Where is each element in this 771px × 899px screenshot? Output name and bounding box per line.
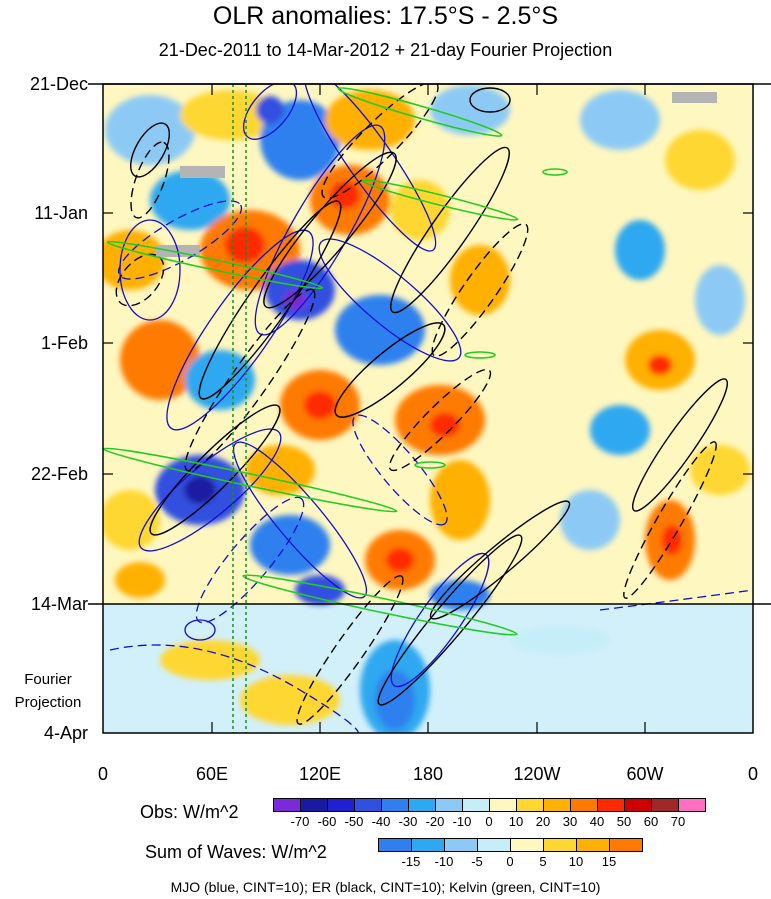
- colorbar-tick-label: -60: [317, 814, 337, 829]
- colorbar-tick-label: 10: [508, 814, 524, 829]
- colorbar-cell: [678, 798, 706, 812]
- colorbar-tick-label: -70: [290, 814, 310, 829]
- er-contours: [130, 87, 728, 706]
- colorbar-cell: [624, 798, 651, 812]
- colorbar-cell: [570, 798, 597, 812]
- colorbar-tick-label: 5: [539, 854, 547, 869]
- colorbar-tick-label: 0: [485, 814, 493, 829]
- obs-colorbar-label: Obs: W/m^2: [140, 802, 239, 822]
- waves-colorbar-label: Sum of Waves: W/m^2: [145, 842, 327, 862]
- colorbar-cell: [516, 798, 543, 812]
- colorbar-cell: [381, 798, 408, 812]
- colorbar-cell: [444, 838, 477, 852]
- colorbar-cell: [273, 798, 300, 812]
- colorbar-cell: [300, 798, 327, 812]
- x-tick-label: 120W: [513, 764, 561, 784]
- chart-title: OLR anomalies: 17.5°S - 2.5°S: [212, 2, 559, 30]
- colorbar-tick-label: -30: [398, 814, 418, 829]
- colorbar-tick-label: 40: [589, 814, 605, 829]
- colorbar-cell: [543, 838, 576, 852]
- colorbar-cell: [609, 838, 643, 852]
- colorbar-cell: [411, 838, 444, 852]
- contour-legend-footer: MJO (blue, CINT=10); ER (black, CINT=10)…: [170, 879, 601, 895]
- projection-label-line2: Projection: [14, 694, 82, 711]
- missing-data-block: [180, 166, 225, 178]
- colorbar-tick-label: 10: [568, 854, 584, 869]
- colorbar-tick-label: 15: [601, 854, 617, 869]
- colorbar-tick-label: -10: [452, 814, 472, 829]
- y-tick-label: 22-Feb: [30, 464, 88, 484]
- colorbar-cell: [477, 838, 510, 852]
- colorbar-tick-label: 50: [616, 814, 632, 829]
- colorbar-cell: [543, 798, 570, 812]
- colorbar-tick-label: 0: [506, 854, 514, 869]
- x-tick-label: 120E: [298, 764, 342, 784]
- colorbar-tick-label: 30: [562, 814, 578, 829]
- mjo-dashed-contours: [109, 200, 753, 733]
- colorbar-cell: [597, 798, 624, 812]
- colorbar-cell: [651, 798, 678, 812]
- colorbar-tick-label: 70: [670, 814, 686, 829]
- missing-data-block: [672, 92, 717, 103]
- colorbar-cell: [576, 838, 609, 852]
- colorbar-tick-label: 60: [643, 814, 659, 829]
- y-tick-label: 14-Mar: [30, 594, 88, 614]
- colorbar-cell: [408, 798, 435, 812]
- chart-subtitle: 21-Dec-2011 to 14-Mar-2012 + 21-day Four…: [158, 40, 613, 60]
- x-tick-label: 60E: [195, 764, 229, 784]
- olr-anomaly-field: [103, 84, 753, 733]
- y-tick-label: 11-Jan: [34, 203, 88, 223]
- colorbar-cell: [435, 798, 462, 812]
- colorbar-tick-label: -10: [434, 854, 454, 869]
- reference-lines: [232, 84, 247, 733]
- axis-ticks: [103, 84, 753, 733]
- x-tick-label: 180: [412, 764, 444, 784]
- colorbar-tick-label: -20: [425, 814, 445, 829]
- colorbar-tick-label: -50: [344, 814, 364, 829]
- x-tick-label: 0: [97, 764, 108, 784]
- kelvin-contours: [103, 87, 568, 636]
- projection-label-line1: Fourier: [24, 671, 72, 688]
- colorbar-tick-label: -40: [371, 814, 391, 829]
- colorbar-cell: [462, 798, 489, 812]
- anomaly-patches: [103, 85, 750, 733]
- colorbar-tick-label: 20: [535, 814, 551, 829]
- mjo-contours: [119, 84, 490, 688]
- colorbar-cell: [327, 798, 354, 812]
- x-tick-label: 60W: [626, 764, 664, 784]
- colorbar-cell: [510, 838, 543, 852]
- colorbar-tick-label: -15: [401, 854, 421, 869]
- y-tick-label: 4-Apr: [43, 723, 88, 743]
- colorbar-cell: [378, 838, 411, 852]
- colorbar-cell: [354, 798, 381, 812]
- y-tick-label: 1-Feb: [40, 333, 88, 353]
- y-tick-label: 21-Dec: [29, 74, 88, 94]
- colorbar-cell: [489, 798, 516, 812]
- x-tick-label: 0: [747, 764, 758, 784]
- colorbar-tick-label: -5: [471, 854, 483, 869]
